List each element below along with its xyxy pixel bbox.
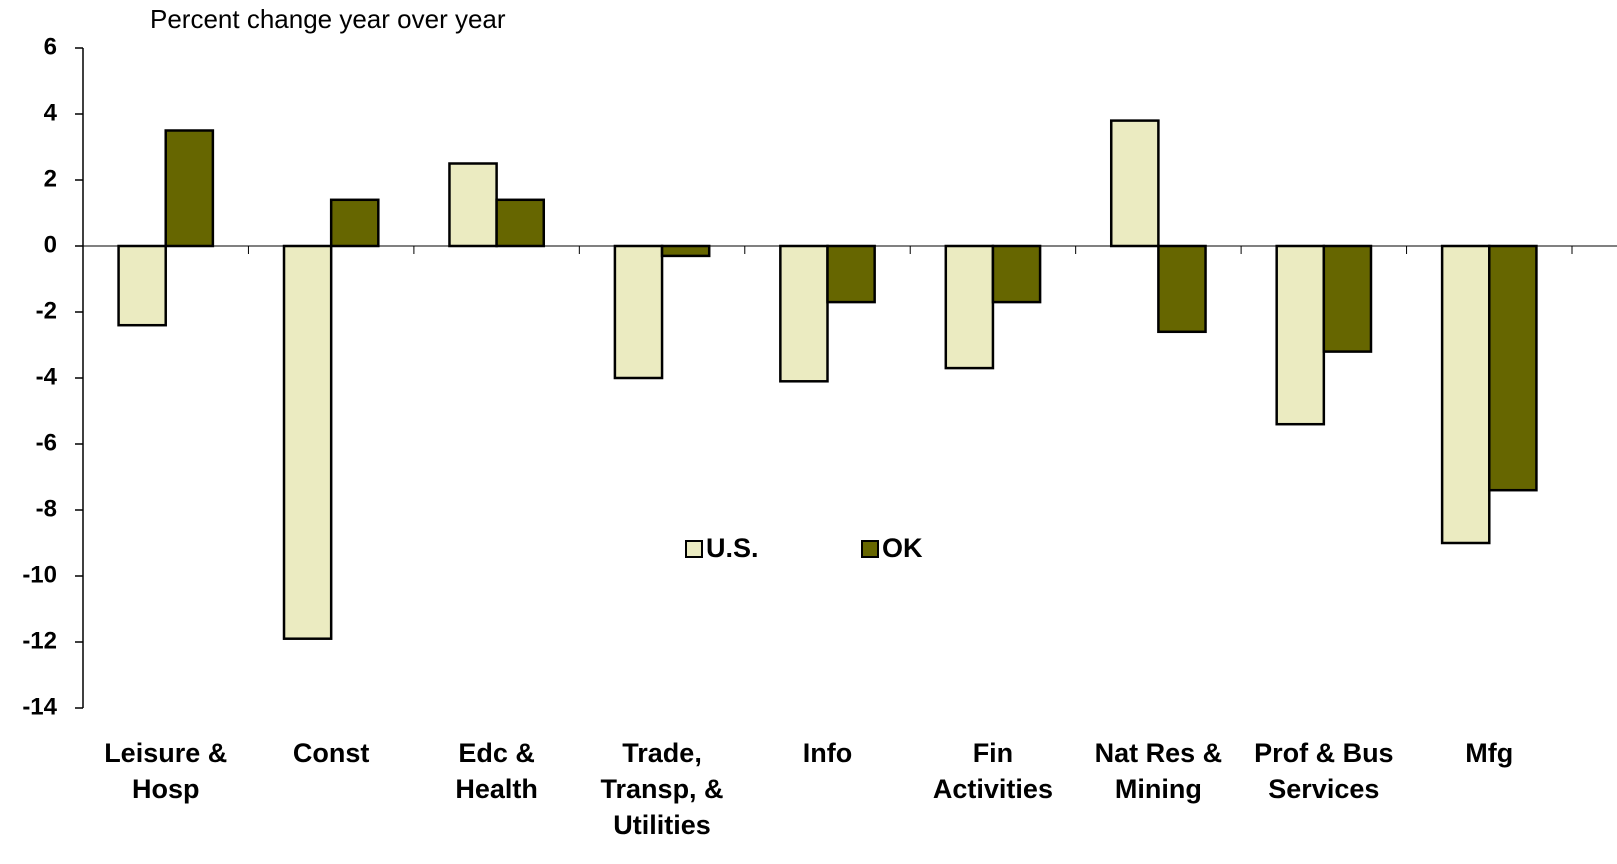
- chart-title: Percent change year over year: [150, 4, 506, 34]
- x-tick-label: Nat Res &: [1095, 738, 1223, 768]
- x-tick-label: Leisure &: [104, 738, 227, 768]
- bar: [164, 129, 215, 248]
- bar: [329, 198, 380, 248]
- bar: [282, 244, 333, 640]
- bar: [660, 244, 711, 258]
- bar: [1322, 244, 1373, 353]
- bar: [448, 162, 498, 248]
- legend-swatch: [861, 540, 879, 558]
- legend-label: U.S.: [706, 533, 759, 563]
- y-tick-label: -4: [36, 363, 58, 390]
- x-tick-label: Health: [455, 774, 538, 804]
- y-tick-label: 2: [44, 165, 57, 192]
- y-tick-label: -6: [36, 429, 57, 456]
- x-tick-label: Services: [1268, 774, 1379, 804]
- x-tick-label: Prof & Bus: [1254, 738, 1394, 768]
- x-tick-label: Edc &: [458, 738, 535, 768]
- legend-label: OK: [882, 533, 923, 563]
- bar: [991, 244, 1042, 304]
- y-tick-label: -12: [22, 627, 57, 654]
- y-tick-label: -2: [36, 297, 57, 324]
- y-tick-label: -8: [36, 495, 57, 522]
- bar: [1157, 244, 1207, 334]
- x-tick-label: Fin: [973, 738, 1014, 768]
- x-tick-label: Const: [293, 738, 370, 768]
- bar: [1109, 119, 1160, 248]
- x-tick-label: Activities: [933, 774, 1053, 804]
- y-tick-label: -14: [22, 693, 57, 720]
- bar: [1275, 244, 1326, 426]
- bar: [1488, 244, 1538, 492]
- bar: [779, 244, 829, 383]
- bar: [495, 198, 546, 248]
- x-tick-label: Hosp: [132, 774, 200, 804]
- bar: [944, 244, 995, 370]
- bar: [1440, 244, 1491, 545]
- x-tick-label: Mfg: [1465, 738, 1513, 768]
- y-tick-label: 4: [44, 99, 58, 126]
- y-tick-label: 0: [44, 231, 57, 258]
- bar: [613, 244, 664, 380]
- y-tick-label: -10: [22, 561, 57, 588]
- bar: [826, 244, 876, 304]
- x-tick-label: Info: [803, 738, 852, 768]
- bar: [117, 244, 167, 327]
- x-tick-label: Utilities: [613, 810, 711, 840]
- legend-swatch: [685, 540, 703, 558]
- x-tick-label: Transp, &: [601, 774, 724, 804]
- y-tick-label: 6: [44, 33, 57, 60]
- x-tick-label: Mining: [1115, 774, 1202, 804]
- x-tick-label: Trade,: [622, 738, 702, 768]
